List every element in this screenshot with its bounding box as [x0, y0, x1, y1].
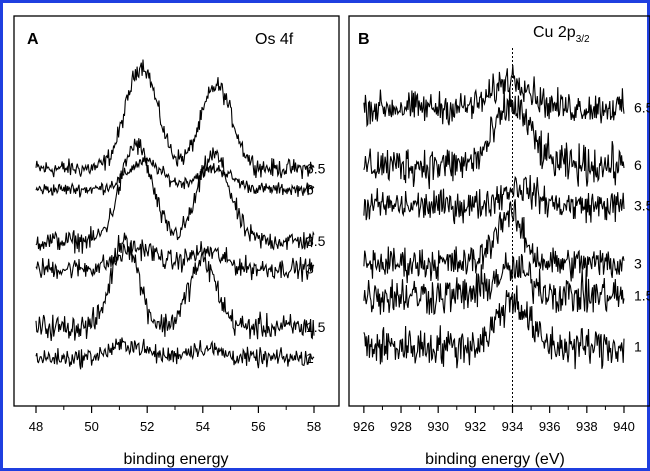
panel-a-series-label: 6.5 [306, 161, 326, 177]
panel-a: A Os 4f 6.5 6 3.5 3 1.5 1 48 50 52 54 56 58 bindin… [13, 15, 340, 468]
panel-a-x-axis: 48 50 52 54 56 58 [29, 406, 321, 434]
panel-a-series-label: 3 [306, 261, 314, 277]
panel-b-title-main: Cu 2p [533, 24, 576, 41]
panel-b-tick-label: 926 [353, 419, 375, 434]
panel-a-tick-label: 50 [84, 419, 98, 434]
panel-a-trace-1_5 [35, 232, 315, 342]
panel-b-plot-area [348, 15, 650, 407]
panel-b-tick-label: 934 [502, 419, 524, 434]
panel-b-trace-3_5 [363, 174, 625, 225]
panel-b-tick-label: 930 [427, 419, 449, 434]
panel-a-series-label: 1 [306, 350, 314, 366]
panel-b-trace-1 [363, 285, 625, 370]
panel-a-trace-3_5 [35, 138, 315, 254]
panel-b-x-axis: 926 928 930 932 934 936 938 940 [353, 406, 635, 434]
panel-a-title: Os 4f [255, 31, 294, 48]
panel-b-tick-label: 932 [464, 419, 486, 434]
panel-b-series-label: 3.5 [634, 198, 650, 214]
panel-a-series: 6.5 6 3.5 3 1.5 1 [35, 59, 326, 370]
panel-b-series-label: 3 [634, 255, 642, 271]
panel-b-series-label: 6.5 [634, 100, 650, 116]
panel-a-xlabel: binding energy [124, 451, 229, 468]
panel-a-trace-6_5 [35, 59, 315, 180]
panel-a-series-label: 1.5 [306, 319, 326, 335]
panel-b-xlabel: binding energy (eV) [425, 451, 565, 468]
panel-a-tick-label: 56 [251, 419, 265, 434]
panel-b: B Cu 2p3/2 6.563.531.51 926 928 930 932 934 9… [348, 15, 650, 468]
panel-b-title-sub: 3/2 [576, 34, 590, 45]
panel-b-tick-label: 928 [390, 419, 412, 434]
panel-a-tick-label: 52 [140, 419, 154, 434]
panel-a-trace-3 [35, 239, 315, 282]
panel-a-tick-label: 48 [29, 419, 43, 434]
panel-b-tick-label: 940 [613, 419, 635, 434]
panel-b-letter: B [358, 31, 370, 48]
panel-b-series-label: 1.5 [634, 287, 650, 303]
panel-b-title: Cu 2p3/2 [533, 24, 590, 45]
panel-b-series-label: 6 [634, 157, 642, 173]
panel-b-series: 6.5 6 3.5 3 1.5 1 [363, 65, 650, 370]
panel-b-trace-3 [363, 199, 625, 284]
panel-a-trace-1 [35, 337, 315, 370]
panel-a-letter: A [27, 31, 39, 48]
panel-b-trace-6_5 [363, 65, 625, 128]
panel-b-trace-6 [363, 87, 625, 190]
panel-b-tick-label: 936 [539, 419, 561, 434]
panel-a-series-label: 6 [306, 181, 314, 197]
panel-a-tick-label: 58 [307, 419, 321, 434]
panel-a-tick-label: 54 [196, 419, 210, 434]
panel-b-trace-1_5 [363, 252, 625, 316]
panel-b-tick-label: 938 [576, 419, 598, 434]
panel-b-series-label: 1 [634, 338, 642, 354]
panel-a-trace-6 [35, 155, 315, 198]
panel-a-series-label: 3.5 [306, 233, 326, 249]
panel-a-plot-area [13, 15, 340, 407]
